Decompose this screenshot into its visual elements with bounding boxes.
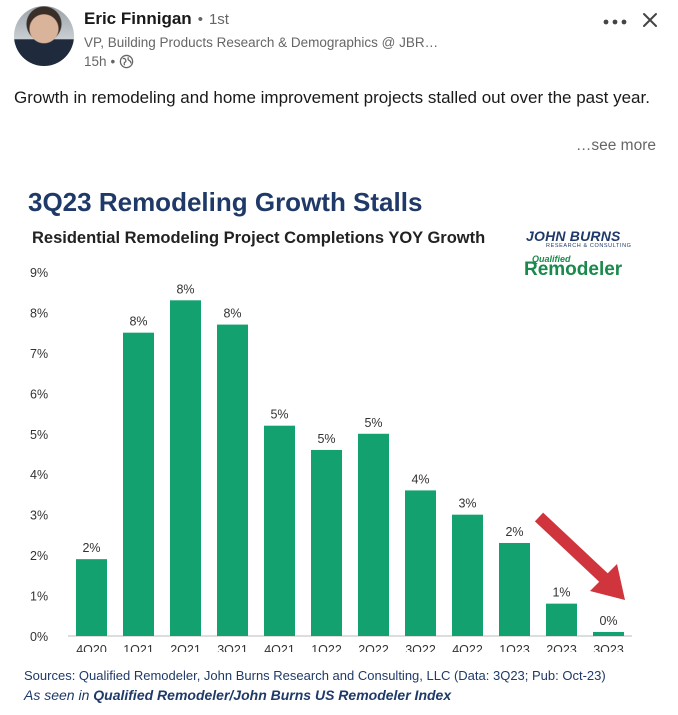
data-label: 5% <box>270 408 288 422</box>
chart-title: 3Q23 Remodeling Growth Stalls <box>28 187 423 217</box>
x-tick-label: 4Q21 <box>264 643 295 652</box>
annotation-arrow-shaft <box>534 512 610 584</box>
data-label: 5% <box>317 432 335 446</box>
data-label: 1% <box>552 586 570 600</box>
author-headline: VP, Building Products Research & Demogra… <box>84 35 439 50</box>
y-tick-label: 1% <box>30 590 48 604</box>
bar <box>76 559 107 636</box>
bar <box>593 631 624 636</box>
y-tick-label: 2% <box>30 549 48 563</box>
john-burns-logo-subtext: RESEARCH & CONSULTING <box>546 243 632 249</box>
x-tick-label: 2Q23 <box>546 643 577 652</box>
connection-separator: • <box>197 11 203 28</box>
bar <box>405 490 436 636</box>
y-tick-label: 6% <box>30 387 48 401</box>
data-label: 2% <box>82 541 100 555</box>
see-more-link[interactable]: …see more <box>575 137 656 154</box>
data-label: 3% <box>458 497 476 511</box>
y-tick-label: 9% <box>30 266 48 280</box>
qualified-remodeler-logo: Qualified Remodeler <box>524 254 634 286</box>
post-text: Growth in remodeling and home improvemen… <box>14 88 650 107</box>
bar <box>358 433 389 636</box>
x-tick-label: 1Q22 <box>311 643 342 652</box>
bar-chart: 0% 1% 2% 3% 4% 5% 6% 7% 8% 9% 2% 4Q20 8% 1Q21 8% 2Q21 8%… <box>30 266 632 652</box>
x-tick-label: 1Q21 <box>123 643 154 652</box>
data-label: 2% <box>505 525 523 539</box>
more-options-button[interactable] <box>598 8 632 36</box>
bar <box>217 324 248 636</box>
data-label: 8% <box>223 307 241 321</box>
author-line: Eric Finnigan • 1st <box>84 9 229 29</box>
x-tick-label: 4Q20 <box>76 643 107 652</box>
y-tick-label: 8% <box>30 306 48 320</box>
chart-sources: Sources: Qualified Remodeler, John Burns… <box>24 668 606 683</box>
close-icon <box>643 13 657 27</box>
more-horizontal-icon <box>603 19 627 25</box>
close-button[interactable] <box>636 6 664 34</box>
seen-in-source: Qualified Remodeler/John Burns US Remode… <box>93 687 452 703</box>
data-label: 0% <box>599 614 617 628</box>
bar <box>311 449 342 636</box>
y-tick-label: 3% <box>30 509 48 523</box>
post-time: 15h <box>84 54 107 69</box>
x-tick-label: 1Q23 <box>499 643 530 652</box>
annotation-arrow-head <box>590 564 625 600</box>
chart-subtitle: Residential Remodeling Project Completio… <box>32 229 486 247</box>
y-tick-label: 0% <box>30 630 48 644</box>
author-name[interactable]: Eric Finnigan <box>84 9 192 28</box>
data-label: 8% <box>176 282 194 296</box>
post-header: Eric Finnigan • 1st VP, Building Product… <box>14 6 664 72</box>
x-tick-label: 2Q22 <box>358 643 389 652</box>
bar <box>499 542 530 636</box>
y-tick-label: 7% <box>30 347 48 361</box>
data-label: 5% <box>364 416 382 430</box>
bar <box>546 603 577 636</box>
qualified-remodeler-logo-big: Remodeler <box>524 259 623 280</box>
x-tick-label: 3Q23 <box>593 643 624 652</box>
data-label: 4% <box>411 472 429 486</box>
globe-icon <box>120 54 134 69</box>
bar <box>264 425 295 636</box>
john-burns-logo: JOHN BURNS RESEARCH & CONSULTING <box>526 228 636 254</box>
seen-in-prefix: As seen in <box>24 687 90 703</box>
qualified-remodeler-logo-small: Qualified <box>532 254 571 264</box>
data-label: 8% <box>129 315 147 329</box>
connection-degree: 1st <box>208 11 229 28</box>
y-tick-label: 4% <box>30 468 48 482</box>
post-meta: 15h • <box>84 54 134 69</box>
meta-separator: • <box>110 54 116 69</box>
x-tick-label: 3Q21 <box>217 643 248 652</box>
x-tick-label: 3Q22 <box>405 643 436 652</box>
chart-seen-in: As seen in Qualified Remodeler/John Burn… <box>24 687 451 703</box>
chart-image[interactable]: 3Q23 Remodeling Growth Stalls Residentia… <box>0 172 678 715</box>
x-tick-label: 2Q21 <box>170 643 201 652</box>
bar <box>452 514 483 636</box>
john-burns-logo-text: JOHN BURNS <box>526 228 621 244</box>
y-tick-label: 5% <box>30 428 48 442</box>
bar <box>123 332 154 636</box>
x-tick-label: 4Q22 <box>452 643 483 652</box>
avatar[interactable] <box>14 6 74 66</box>
bar <box>170 300 201 636</box>
